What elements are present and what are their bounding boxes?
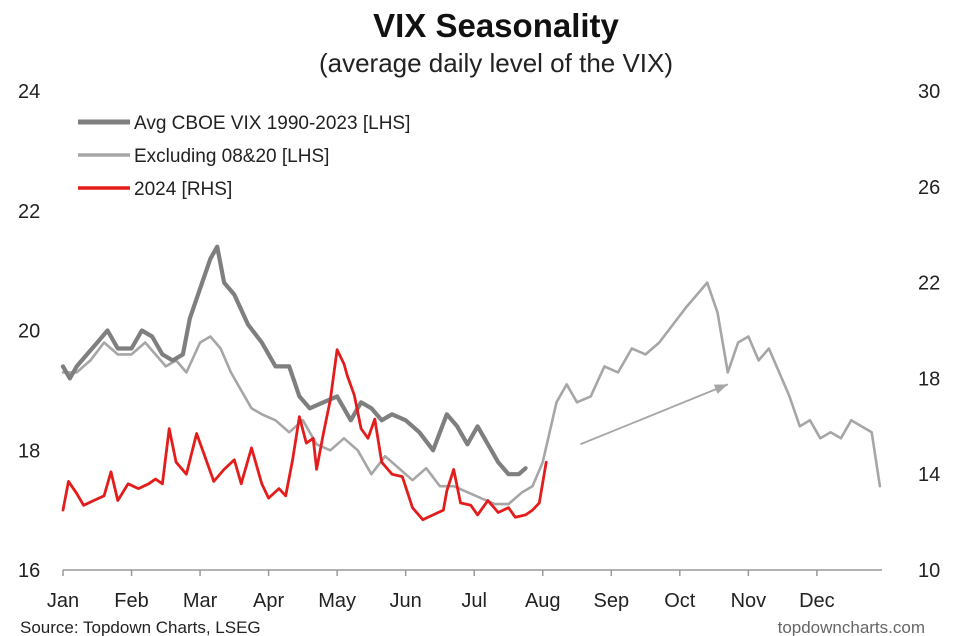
trend-arrow-shaft xyxy=(580,383,729,446)
series-line-excluding-08-20 xyxy=(61,281,882,506)
right-tick-label: 30 xyxy=(918,81,940,103)
x-tick-label: May xyxy=(318,590,356,612)
x-tick-label: Aug xyxy=(525,590,561,612)
annotation-layer xyxy=(580,383,729,446)
right-y-axis: 10 14 18 22 26 30 xyxy=(918,81,940,582)
legend-label-excluding: Excluding 08&20 [LHS] xyxy=(134,146,329,167)
x-tick-label: Sep xyxy=(593,590,629,612)
legend: Avg CBOE VIX 1990-2023 [LHS] Excluding 0… xyxy=(78,113,410,200)
left-tick-label: 22 xyxy=(18,201,40,223)
chart-subtitle: (average daily level of the VIX) xyxy=(319,48,673,78)
right-tick-label: 14 xyxy=(918,464,940,486)
brand-watermark: topdowncharts.com xyxy=(778,618,925,636)
right-tick-label: 22 xyxy=(918,273,940,295)
x-tick-label: Apr xyxy=(253,590,284,612)
x-tick-label: Feb xyxy=(114,590,148,612)
x-tick-label: Mar xyxy=(183,590,218,612)
right-tick-label: 10 xyxy=(918,560,940,582)
chart-title: VIX Seasonality xyxy=(373,7,619,44)
source-note: Source: Topdown Charts, LSEG xyxy=(20,618,261,636)
left-tick-label: 16 xyxy=(18,560,40,582)
trend-arrow-head xyxy=(713,384,728,394)
left-y-axis: 16 18 20 22 24 xyxy=(18,81,40,582)
x-axis: Jan Feb Mar Apr May Jun Jul Aug Sep Oct Nov Dec xyxy=(47,569,882,612)
left-tick-label: 20 xyxy=(18,321,40,343)
x-tick-label: Dec xyxy=(799,590,835,612)
x-tick-label: Jun xyxy=(390,590,422,612)
x-tick-label: Jul xyxy=(461,590,487,612)
series-line-2024 xyxy=(61,348,548,522)
left-tick-label: 18 xyxy=(18,440,40,462)
x-tick-label: Oct xyxy=(664,590,696,612)
right-tick-label: 18 xyxy=(918,368,940,390)
series-line-avg-vix xyxy=(60,244,528,477)
series-layer xyxy=(60,244,882,522)
legend-label-avg: Avg CBOE VIX 1990-2023 [LHS] xyxy=(134,113,410,134)
left-tick-label: 24 xyxy=(18,81,40,103)
right-tick-label: 26 xyxy=(918,177,940,199)
x-tick-label: Nov xyxy=(731,590,767,612)
x-tick-label: Jan xyxy=(47,590,79,612)
legend-label-2024: 2024 [RHS] xyxy=(134,179,232,200)
